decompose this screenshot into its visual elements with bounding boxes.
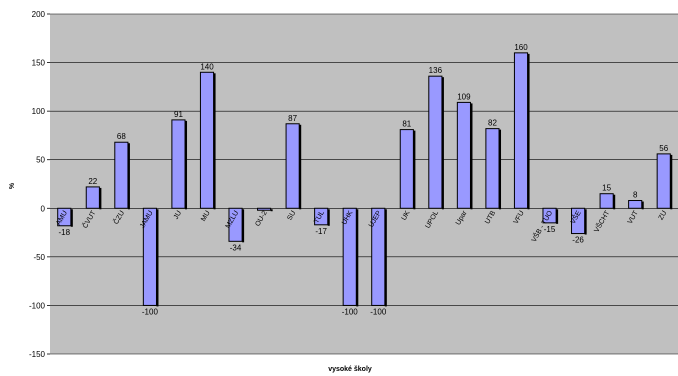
category-label: UK [401, 210, 412, 222]
data-label: -26 [572, 236, 584, 245]
data-label: -18 [58, 228, 70, 237]
data-label: 82 [488, 119, 497, 128]
data-label: 136 [429, 66, 443, 75]
bar-shadow [156, 209, 159, 307]
bar [199, 71, 215, 209]
y-tick-label: -50 [33, 253, 45, 262]
bar [114, 141, 129, 209]
bar-shadow [99, 187, 102, 210]
bar-shadow [242, 209, 245, 243]
data-label: 56 [659, 144, 668, 153]
category-label: ZU [658, 210, 669, 222]
bar [257, 207, 272, 211]
data-label: 68 [117, 132, 126, 141]
bar [485, 128, 500, 209]
bar-shadow [299, 124, 302, 210]
y-tick-label: 100 [32, 107, 46, 116]
y-tick-label: -100 [29, 301, 46, 310]
bar-shadow [556, 209, 559, 224]
data-label: 109 [457, 92, 471, 101]
data-label: 91 [174, 110, 183, 119]
category-label: MU [200, 210, 212, 223]
bar-shadow [670, 154, 673, 210]
bar-shadow [584, 209, 587, 235]
bar-shadow [413, 130, 416, 210]
data-label: 160 [514, 43, 528, 52]
bar [85, 186, 100, 209]
bars [57, 52, 673, 307]
bar [171, 119, 186, 209]
bar-shadow [441, 77, 444, 210]
data-label: 87 [288, 114, 297, 123]
bar-shadow [641, 201, 644, 210]
bar-shadow [213, 73, 216, 210]
data-label: -17 [315, 227, 327, 236]
bar-shadow [127, 143, 130, 210]
data-label: 15 [602, 184, 611, 193]
data-label: -15 [544, 225, 556, 234]
bar-shadow [470, 103, 473, 210]
y-tick-label: 200 [32, 10, 46, 19]
bar [228, 207, 243, 242]
data-label: -100 [142, 307, 159, 316]
data-labels: -18 22 68 -100 91 140 -34 87 -17 -100 -100 81 136 109… [58, 43, 668, 317]
data-label: 22 [88, 177, 97, 186]
data-label: 140 [200, 62, 214, 71]
bar-shadow [327, 209, 330, 226]
data-label: -100 [370, 307, 387, 316]
y-axis-title: % [9, 182, 16, 189]
data-label: 8 [633, 191, 638, 200]
bar-shadow [185, 120, 188, 210]
category-label: JU [173, 210, 183, 221]
bar-shadow [384, 209, 387, 307]
bar-shadow [527, 53, 530, 210]
bar-shadow [499, 129, 502, 210]
data-label: -100 [342, 307, 359, 316]
bar [456, 101, 471, 209]
y-tick-label: -150 [29, 350, 46, 359]
y-tick-label: 50 [36, 156, 45, 165]
bar-shadow [356, 209, 359, 307]
data-label: -34 [230, 243, 242, 252]
bar [285, 123, 300, 209]
y-axis-ticks: -150 -100 -50 0 50 100 150 200 [29, 10, 50, 359]
x-axis-title: vysoké školy [328, 366, 372, 373]
bar-shadow [270, 209, 273, 212]
y-tick-label: 0 [41, 204, 46, 213]
category-label: SU [286, 210, 297, 222]
y-tick-label: 150 [32, 59, 46, 68]
bar [628, 200, 643, 209]
bar [399, 129, 414, 209]
bar-shadow [613, 194, 616, 210]
bar [513, 52, 529, 209]
bar [428, 75, 443, 209]
bar [656, 153, 671, 209]
data-label: 81 [402, 120, 411, 129]
bar [599, 193, 614, 209]
bar-shadow [70, 209, 73, 227]
